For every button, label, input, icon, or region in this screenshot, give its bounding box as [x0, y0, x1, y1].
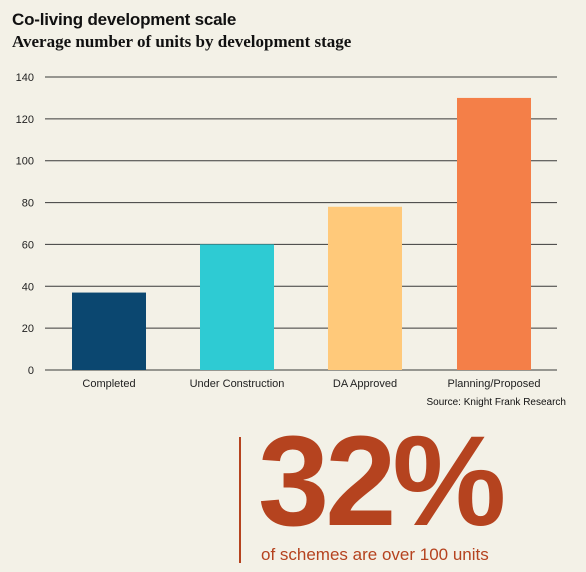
y-tick-label: 20: [22, 323, 34, 335]
y-tick-label: 0: [28, 365, 34, 377]
y-tick-label: 140: [16, 72, 34, 84]
callout-divider: [239, 437, 241, 563]
x-category-label: DA Approved: [333, 378, 397, 390]
y-tick-label: 40: [22, 281, 34, 293]
bar-da-approved: [328, 206, 402, 370]
x-category-label: Planning/Proposed: [448, 378, 541, 390]
y-tick-label: 80: [22, 198, 34, 210]
y-tick-label: 60: [22, 239, 34, 251]
chart-title: Co-living development scale: [12, 10, 237, 29]
y-tick-label: 120: [16, 114, 34, 126]
bar-planning-proposed: [457, 97, 531, 370]
chart-subtitle: Average number of units by development s…: [12, 32, 352, 51]
bar-under-construction: [200, 244, 274, 370]
callout-caption: of schemes are over 100 units: [261, 545, 489, 564]
x-category-label: Completed: [82, 378, 135, 390]
bar-chart: 0 20 40 60 80 100 120 140 Completed Under Constru…: [16, 72, 557, 390]
y-tick-label: 100: [16, 156, 34, 168]
bar-completed: [72, 292, 146, 370]
source-note: Source: Knight Frank Research: [426, 397, 566, 408]
x-category-label: Under Construction: [190, 378, 285, 390]
callout-stat: 32%: [258, 410, 506, 553]
